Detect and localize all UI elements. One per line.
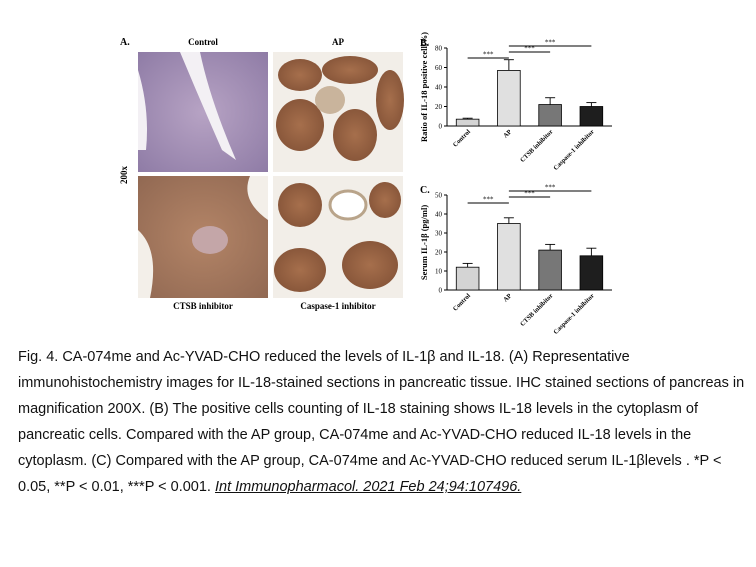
y-tick-label: 80 — [435, 45, 443, 53]
y-tick-label: 40 — [435, 211, 443, 219]
bar — [497, 70, 521, 127]
x-tick-label: Control — [452, 128, 472, 148]
significance-label: *** — [545, 184, 556, 192]
caption: Fig. 4. CA-074me and Ac-YVAD-CHO reduced… — [18, 344, 748, 500]
magnification-label: 200x — [119, 166, 129, 185]
x-tick-label: Control — [452, 292, 472, 312]
bar — [455, 266, 480, 291]
citation[interactable]: Int Immunopharmacol. 2021 Feb 24;94:1074… — [215, 479, 522, 495]
x-tick-label: AP — [502, 292, 513, 303]
y-tick-label: 20 — [435, 249, 443, 257]
y-axis-label: Ratio of IL-18 positive cell(%) — [419, 32, 429, 142]
micrograph-control — [138, 52, 268, 172]
bar — [497, 223, 521, 291]
error-bar — [545, 97, 556, 105]
y-tick-label: 60 — [435, 64, 443, 72]
panel-label: C. — [420, 185, 430, 196]
significance-label: *** — [483, 196, 494, 204]
bar — [455, 118, 480, 127]
y-tick-label: 20 — [435, 103, 443, 111]
y-tick-label: 30 — [435, 230, 443, 238]
image-label: CTSB inhibitor — [173, 301, 233, 311]
x-tick-label: CTSB inhibitor — [519, 128, 555, 164]
x-tick-label: Caspase-1 inhibitor — [552, 292, 595, 335]
error-bar — [503, 59, 514, 71]
y-axis-label: Serum IL-1β (pg/ml) — [419, 205, 429, 280]
image-label: AP — [332, 37, 344, 47]
error-bar — [503, 217, 514, 224]
error-bar — [462, 262, 473, 268]
error-bar — [462, 117, 473, 120]
figure: A. Control AP CTSB inhibitor Caspase-1 i… — [119, 32, 612, 336]
bar — [538, 249, 562, 291]
micrograph-ap — [273, 52, 404, 172]
x-tick-label: CTSB inhibitor — [519, 292, 555, 328]
micrograph-caspase — [273, 176, 403, 298]
x-tick-label: Caspase-1 inhibitor — [552, 128, 595, 171]
error-bar — [586, 247, 597, 256]
significance-label: *** — [483, 51, 494, 59]
x-tick-label: AP — [502, 128, 513, 139]
y-tick-label: 0 — [439, 123, 443, 131]
significance-label: *** — [545, 39, 556, 47]
significance-label: *** — [524, 45, 535, 53]
y-tick-label: 10 — [435, 268, 443, 276]
panel-label: A. — [120, 37, 130, 48]
y-tick-label: 50 — [435, 192, 443, 200]
y-tick-label: 0 — [439, 287, 443, 295]
bar — [579, 106, 604, 127]
micrograph-ctsb — [138, 176, 268, 298]
image-label: Caspase-1 inhibitor — [300, 301, 375, 311]
bar — [579, 255, 604, 291]
image-label: Control — [188, 37, 218, 47]
significance-label: *** — [524, 190, 535, 198]
error-bar — [545, 243, 556, 251]
bar — [538, 104, 562, 127]
y-tick-label: 40 — [435, 84, 443, 92]
caption-text: Fig. 4. CA-074me and Ac-YVAD-CHO reduced… — [18, 349, 745, 495]
error-bar — [586, 102, 597, 107]
panel-label: B. — [420, 38, 430, 49]
